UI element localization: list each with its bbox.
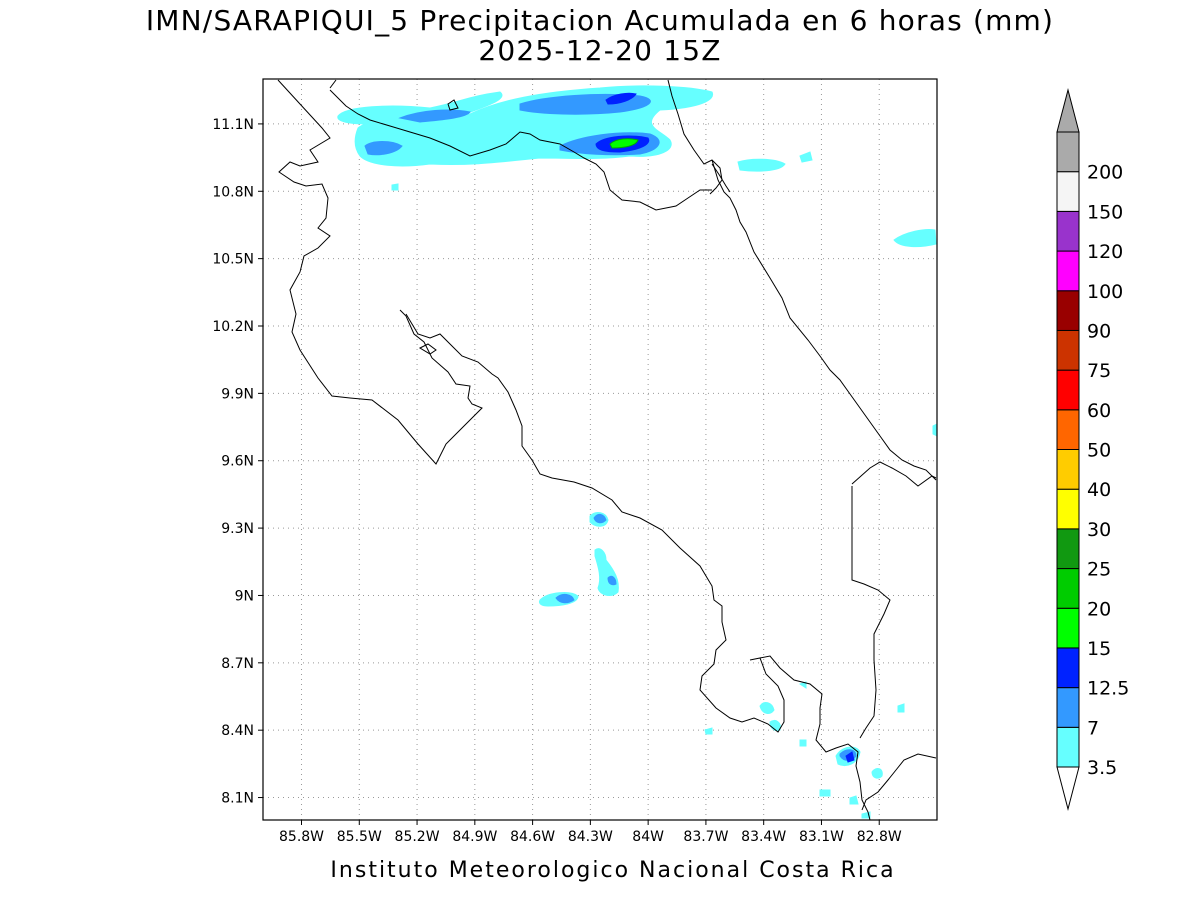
precip-field	[337, 85, 938, 819]
y-tick-label: 10.8N	[212, 184, 254, 200]
gridlines	[263, 79, 937, 820]
coastline	[277, 79, 937, 821]
colorbar-label: 100	[1087, 281, 1123, 303]
precip-cyan	[769, 719, 781, 731]
colorbar-swatch	[1056, 369, 1080, 411]
y-tick-label: 10.2N	[212, 319, 254, 335]
map-area: 85.8W 85.5W 85.2W 84.9W 84.6W 84.3W 84W 83.7W 83…	[212, 78, 938, 845]
plot-frame	[262, 78, 938, 821]
colorbar-swatch	[1056, 488, 1080, 530]
x-tick-label: 84.3W	[568, 829, 613, 845]
y-tick-label: 9.9N	[221, 386, 254, 402]
y-tick-label: 8.4N	[221, 723, 254, 739]
colorbar-swatch	[1056, 171, 1080, 212]
colorbar-swatch	[1056, 131, 1080, 173]
chart-title: IMN/SARAPIQUI_5 Precipitacion Acumulada …	[146, 4, 1054, 37]
colorbar-label: 50	[1087, 440, 1111, 462]
colorbar-swatch	[1056, 647, 1080, 689]
colorbar-max-arrow	[1056, 88, 1080, 133]
colorbar-label: 200	[1087, 162, 1123, 184]
precip-blue	[845, 751, 855, 763]
precip-cyan	[897, 703, 905, 713]
precip-light-blue	[555, 593, 575, 604]
colorbar-swatch	[1056, 726, 1080, 768]
colorbar-swatch	[1056, 607, 1080, 649]
precip-cyan	[704, 727, 713, 735]
colorbar: 3.5 7 12.5 15 20 25 30 40 50 60 75 90 100 120 150 200	[1056, 88, 1129, 811]
colorbar-label: 120	[1087, 241, 1123, 263]
precip-light-blue	[593, 513, 607, 524]
colorbar-swatch	[1056, 329, 1080, 371]
precip-cyan	[893, 229, 937, 248]
precip-cyan	[849, 795, 859, 805]
colorbar-swatch	[1056, 528, 1080, 570]
colorbar-label: 40	[1087, 479, 1111, 501]
colorbar-label: 20	[1087, 598, 1111, 620]
precip-cyan	[799, 151, 813, 163]
y-tick-label: 8.7N	[221, 656, 254, 672]
x-tick-label: 85.8W	[279, 829, 324, 845]
colorbar-swatch	[1056, 210, 1080, 252]
colorbar-label: 150	[1087, 201, 1123, 223]
colorbar-label: 15	[1087, 638, 1111, 660]
precip-cyan	[819, 789, 831, 797]
chart-subtitle: 2025-12-20 15Z	[478, 34, 721, 67]
x-tick-label: 83.1W	[799, 829, 844, 845]
precip-blue	[605, 92, 637, 105]
x-tick-label: 83.7W	[683, 829, 728, 845]
precip-cyan	[737, 158, 786, 172]
colorbar-label: 75	[1087, 360, 1111, 382]
x-tick-label: 82.8W	[857, 829, 902, 845]
colorbar-swatch	[1056, 449, 1080, 490]
precip-cyan	[354, 85, 714, 167]
precip-light-blue	[398, 109, 471, 123]
x-tick-label: 85.2W	[395, 829, 440, 845]
colorbar-min-arrow	[1056, 766, 1080, 811]
colorbar-swatch	[1056, 409, 1080, 450]
x-tick-label: 85.5W	[337, 829, 382, 845]
precip-cyan	[871, 768, 883, 779]
precip-light-blue	[607, 575, 617, 586]
colorbar-label: 30	[1087, 519, 1111, 541]
x-axis-ticks: 85.8W 85.5W 85.2W 84.9W 84.6W 84.3W 84W 83.7W 83…	[279, 820, 902, 845]
precip-cyan	[391, 183, 399, 191]
x-tick-label: 84.9W	[452, 829, 497, 845]
y-axis-ticks: 11.1N 10.8N 10.5N 10.2N 9.9N 9.6N 9.3N 9N 8.7N 8.…	[212, 117, 263, 807]
y-tick-label: 8.1N	[221, 791, 254, 807]
y-tick-label: 9N	[235, 588, 254, 604]
precip-cyan	[759, 702, 775, 714]
precip-cyan	[799, 739, 807, 747]
colorbar-swatch	[1056, 687, 1080, 728]
precip-cyan	[337, 91, 503, 125]
precip-cyan	[798, 681, 807, 689]
colorbar-label: 12.5	[1087, 678, 1129, 700]
precip-green	[609, 138, 639, 149]
x-tick-label: 84.6W	[510, 829, 555, 845]
y-tick-label: 11.1N	[212, 117, 254, 133]
precip-cyan	[594, 548, 619, 596]
colorbar-label: 25	[1087, 559, 1111, 581]
colorbar-swatch	[1056, 290, 1080, 331]
colorbar-swatch	[1056, 568, 1080, 609]
footer-credit: Instituto Meteorologico Nacional Costa R…	[330, 858, 895, 883]
y-tick-label: 9.3N	[221, 521, 254, 537]
colorbar-label: 60	[1087, 400, 1111, 422]
y-tick-label: 10.5N	[212, 252, 254, 268]
colorbar-swatch	[1056, 250, 1080, 292]
x-tick-label: 83.4W	[741, 829, 786, 845]
colorbar-label: 7	[1087, 717, 1099, 739]
precip-light-blue	[364, 141, 403, 156]
colorbar-label: 90	[1087, 320, 1111, 342]
colorbar-label: 3.5	[1087, 757, 1117, 779]
x-tick-label: 84W	[632, 829, 664, 845]
y-tick-label: 9.6N	[221, 454, 254, 470]
